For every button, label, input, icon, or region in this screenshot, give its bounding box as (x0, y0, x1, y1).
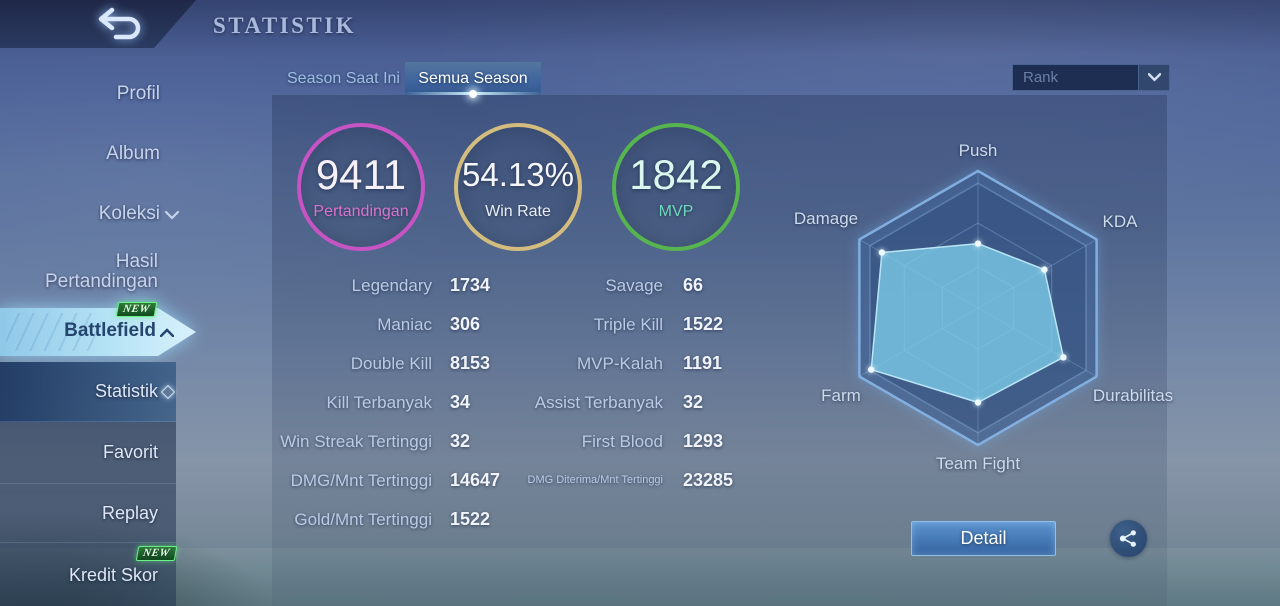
stat-row: First Blood 1293 (500, 422, 733, 461)
stat-label: Gold/Mnt Tertinggi (294, 509, 432, 529)
stat-value: 66 (683, 275, 704, 295)
page-title: STATISTIK (213, 13, 357, 38)
stat-value: 8153 (450, 353, 491, 373)
summary-circle: 9411 Pertandingan (297, 123, 425, 251)
back-arrow-icon (98, 7, 141, 40)
stat-row: Legendary 1734 (280, 266, 500, 305)
stat-label: Savage (605, 275, 663, 295)
stat-label: Legendary (351, 275, 432, 295)
radar-chart (858, 169, 1098, 447)
stats-column-right: Savage 66 Triple Kill 1522 MVP-Kalah 119… (500, 266, 734, 500)
summary-label: Pertandingan (313, 203, 409, 220)
selected-diamond-icon (160, 384, 176, 399)
submenu-item-replay[interactable]: Replay (0, 484, 176, 543)
radar-label-farm: Farm (821, 386, 861, 405)
stat-value: 1522 (683, 314, 724, 334)
stat-label: Triple Kill (593, 314, 663, 334)
stat-row: Kill Terbanyak 34 (280, 383, 500, 422)
stat-row: Gold/Mnt Tertinggi 1522 (280, 500, 500, 539)
stat-value: 1734 (450, 275, 491, 295)
sidebar-item-battlefield[interactable]: Battlefield NEW (0, 302, 196, 356)
stat-value: 32 (450, 431, 471, 451)
stat-row: Double Kill 8153 (280, 344, 500, 383)
sidebar-item-profil[interactable]: Profil (116, 83, 160, 104)
sidebar-item-hasil-pertandingan[interactable]: Hasil Pertandingan (44, 251, 158, 292)
summary-circle: 1842 MVP (612, 123, 740, 251)
stat-value: 1191 (683, 353, 723, 373)
stat-row: Savage 66 (500, 266, 733, 305)
header-shade (0, 0, 1280, 54)
stat-label: Assist Terbanyak (534, 392, 663, 412)
stat-value: 14647 (450, 470, 501, 490)
sidebar-item-album[interactable]: Album (106, 143, 160, 164)
stat-label: DMG Diterima/Mnt Tertinggi (527, 474, 664, 486)
radar-label-kda: KDA (1102, 212, 1138, 231)
stat-value: 34 (450, 392, 471, 412)
sidebar-item-koleksi[interactable]: Koleksi (0, 203, 179, 225)
summary-label: Win Rate (485, 203, 551, 220)
summary-value: 1842 (629, 151, 723, 198)
submenu-item-kredit-skor[interactable]: NEW Kredit Skor (0, 543, 178, 606)
stat-label: First Blood (581, 431, 663, 451)
stat-row: MVP-Kalah 1191 (500, 344, 733, 383)
stat-label: MVP-Kalah (577, 353, 663, 373)
stat-row: DMG Diterima/Mnt Tertinggi 23285 (500, 461, 734, 500)
battlefield-submenu: Statistik Favorit Replay NEW Kredit Skor (0, 362, 178, 606)
detail-button[interactable]: Detail (911, 521, 1056, 556)
share-button[interactable] (1110, 520, 1147, 557)
stat-row: Maniac 306 (280, 305, 500, 344)
radar-label-push: Push (958, 141, 998, 160)
submenu-item-statistik[interactable]: Statistik (0, 362, 176, 422)
battlefield-highlight: Battlefield (0, 308, 196, 356)
chevron-down-icon (165, 211, 179, 220)
stat-label: Double Kill (350, 353, 432, 373)
stat-value: 306 (450, 314, 481, 334)
tab-semua-season[interactable]: Semua Season (405, 62, 541, 98)
stat-row: Assist Terbanyak 32 (500, 383, 733, 422)
radar-label-durabilitas: Durabilitas (1092, 386, 1174, 405)
radar-label-damage: Damage (793, 209, 859, 228)
radar-label-team-fight: Team Fight (935, 454, 1021, 473)
stat-value: 1522 (450, 509, 491, 529)
stat-value: 32 (683, 392, 704, 412)
summary-circle: 54.13% Win Rate (454, 123, 582, 251)
summary-value: 9411 (315, 151, 407, 198)
summary-label: MVP (658, 203, 694, 220)
stat-value: 23285 (683, 470, 734, 490)
stat-label: Maniac (377, 314, 432, 334)
dropdown-chevron-icon (1138, 65, 1169, 90)
stat-label: Win Streak Tertinggi (280, 431, 432, 451)
stat-value: 1293 (683, 431, 724, 451)
stat-row: DMG/Mnt Tertinggi 14647 (280, 461, 500, 500)
new-badge: NEW (116, 302, 158, 317)
rank-dropdown[interactable]: Rank (1012, 64, 1170, 91)
chevron-up-icon (160, 328, 174, 337)
stat-label: DMG/Mnt Tertinggi (290, 470, 432, 490)
stats-column-left: Legendary 1734 Maniac 306 Double Kill 81… (280, 266, 500, 539)
share-icon (1119, 530, 1136, 547)
submenu-item-favorit[interactable]: Favorit (0, 422, 176, 484)
stat-label: Kill Terbanyak (326, 392, 432, 412)
tab-season-saat-ini[interactable]: Season Saat Ini (287, 70, 400, 87)
summary-value: 54.13% (462, 156, 574, 193)
stat-row: Triple Kill 1522 (500, 305, 733, 344)
rank-dropdown-value: Rank (1023, 69, 1059, 86)
new-badge: NEW (136, 546, 178, 561)
stat-row: Win Streak Tertinggi 32 (280, 422, 500, 461)
